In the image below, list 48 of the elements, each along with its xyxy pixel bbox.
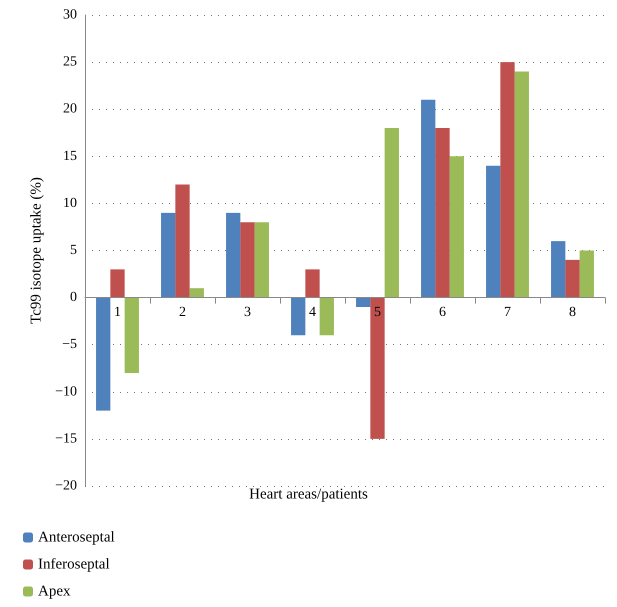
bar — [514, 72, 529, 298]
bar — [486, 166, 500, 298]
bar — [175, 184, 190, 298]
y-tick-label: −5 — [62, 337, 77, 352]
y-tick-label: −10 — [55, 384, 77, 400]
y-tick-label: 25 — [63, 54, 77, 70]
x-tick-label: 3 — [244, 305, 251, 320]
y-axis-title: Tc99 isotope uptake (%) — [28, 177, 45, 324]
x-tick-label: 7 — [504, 305, 511, 320]
y-tick-label: 15 — [63, 148, 77, 164]
bar — [370, 298, 385, 439]
y-tick-label: 5 — [70, 243, 77, 258]
bar — [190, 288, 204, 298]
legend-label: Anteroseptal — [38, 530, 115, 546]
y-tick-label: 0 — [70, 290, 77, 306]
bar — [580, 250, 594, 298]
bar — [565, 260, 580, 298]
x-tick-label: 1 — [114, 305, 121, 320]
y-tick-label: −20 — [55, 478, 77, 494]
y-tick-label: −15 — [55, 431, 77, 446]
x-tick-label: 6 — [439, 305, 446, 320]
x-axis-title: Heart areas/patients — [249, 486, 368, 502]
bar — [254, 222, 269, 298]
bar — [435, 128, 450, 298]
bar — [384, 128, 399, 298]
bar — [320, 298, 334, 336]
bar — [110, 269, 125, 298]
y-tick-label: 10 — [63, 196, 77, 211]
y-tick-label: 30 — [63, 8, 77, 22]
bar — [124, 298, 139, 373]
bar — [500, 62, 515, 298]
legend-label: Inferoseptal — [38, 556, 110, 572]
bar — [551, 241, 566, 298]
bar — [226, 212, 240, 298]
bar — [450, 156, 464, 298]
bar — [291, 298, 306, 336]
bar — [421, 100, 436, 298]
x-tick-label: 4 — [309, 305, 316, 320]
bar — [161, 212, 176, 298]
legend-label: Apex — [38, 584, 71, 600]
bar — [356, 298, 370, 308]
x-tick-label: 2 — [179, 305, 186, 320]
bar — [96, 298, 110, 411]
bar — [305, 269, 320, 298]
x-tick-label: 5 — [374, 305, 381, 320]
bar — [240, 222, 255, 298]
x-tick-label: 8 — [569, 305, 576, 320]
y-tick-label: 20 — [63, 102, 77, 117]
